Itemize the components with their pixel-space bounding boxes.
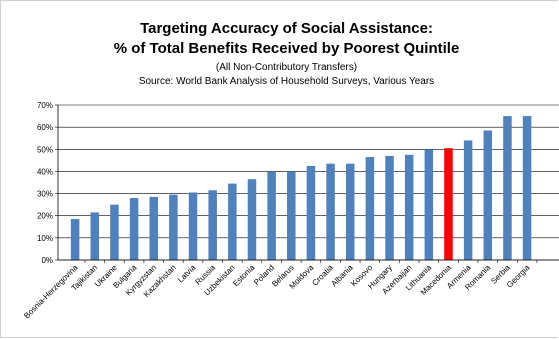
bar: [90, 212, 100, 260]
bar: [188, 192, 198, 260]
y-tick-label: 10%: [37, 234, 53, 243]
bar: [326, 163, 335, 260]
bar: [503, 116, 512, 260]
bar: [345, 163, 355, 260]
bar: [110, 204, 119, 260]
chart-source: Source: World Bank Analysis of Household…: [138, 76, 435, 87]
bar: [267, 171, 276, 260]
y-tick-label: 70%: [37, 101, 53, 110]
bar: [385, 155, 394, 260]
bar: [70, 219, 80, 260]
bar: [483, 130, 493, 260]
chart-subtitle: (All Non-Contributory Transfers): [215, 62, 358, 73]
bar: [365, 157, 375, 260]
bar: [463, 140, 473, 260]
bar: [306, 165, 316, 260]
x-tick-label: Bosnia-Herzegovina: [22, 263, 80, 321]
bar: [404, 154, 414, 260]
bar: [129, 198, 139, 260]
bar: [149, 196, 158, 260]
y-tick-label: 60%: [37, 123, 53, 132]
bar: [424, 149, 434, 260]
bar: [208, 190, 217, 260]
y-tick-label: 50%: [37, 145, 53, 154]
y-tick-label: 0%: [41, 256, 53, 265]
bar: [169, 194, 178, 260]
y-tick-label: 40%: [37, 167, 53, 176]
chart-title-line2: % of Total Benefits Received by Poorest …: [113, 40, 460, 57]
chart-title: Targeting Accuracy of Social Assistance:: [140, 20, 433, 37]
bar: [444, 148, 453, 260]
y-tick-label: 30%: [37, 190, 53, 199]
y-tick-label: 20%: [37, 212, 53, 221]
bar: [247, 179, 257, 260]
bar: [228, 183, 237, 260]
bar: [287, 171, 296, 260]
x-tick-label: Estonia: [231, 263, 257, 289]
bar: [522, 116, 532, 260]
